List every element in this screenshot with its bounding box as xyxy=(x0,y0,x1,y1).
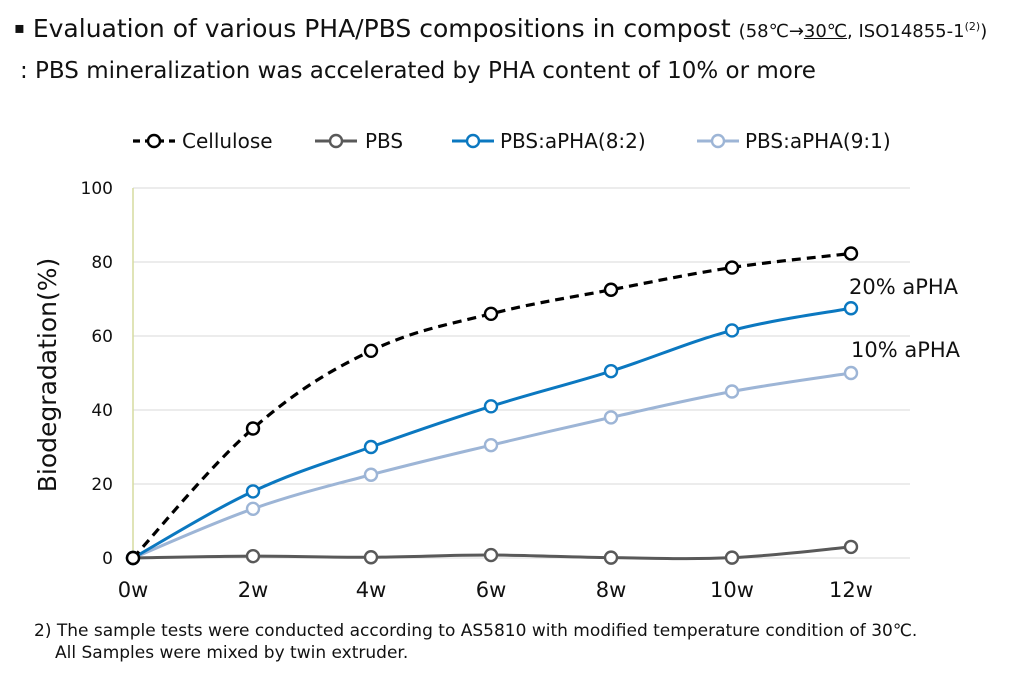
legend: Cellulose PBS PBS:aPHA(8:2) PBS:aPHA(9:1) xyxy=(133,129,891,153)
series-line-apha-8-2 xyxy=(132,306,852,560)
data-point-apha-8-2 xyxy=(245,484,261,499)
data-point-cellulose xyxy=(603,282,619,297)
data-point-cellulose xyxy=(363,343,379,358)
x-tick-label: 12w xyxy=(829,578,873,602)
bullet-icon: ▪ xyxy=(14,18,25,37)
y-tick-label: 20 xyxy=(91,475,113,495)
data-point-apha-9-1 xyxy=(603,410,619,425)
annotation-10-apha: 10% aPHA xyxy=(851,338,961,362)
data-point-cellulose xyxy=(843,246,859,261)
data-point-pbs xyxy=(483,547,499,563)
legend-marker-cellulose xyxy=(146,133,162,149)
subtitle: : PBS mineralization was accelerated by … xyxy=(20,58,816,84)
slide-title: ▪ Evaluation of various PHA/PBS compositi… xyxy=(14,14,987,43)
data-point-pbs xyxy=(603,550,619,565)
legend-marker-apha-9-1 xyxy=(710,133,726,149)
x-tick-label: 2w xyxy=(238,578,269,602)
x-tick-label: 6w xyxy=(476,578,507,602)
data-point-apha-8-2 xyxy=(843,301,859,316)
x-tick-label: 0w xyxy=(118,578,149,602)
title-conditions: (58℃→30℃, ISO14855-1(2)) xyxy=(738,20,988,42)
legend-label-pbs: PBS xyxy=(365,129,403,153)
y-tick-label: 60 xyxy=(91,327,113,347)
legend-marker-pbs xyxy=(328,133,344,149)
data-point-apha-8-2 xyxy=(483,399,499,414)
data-point-pbs xyxy=(363,550,379,565)
data-point-apha-8-2 xyxy=(363,439,379,455)
y-tick-label: 0 xyxy=(102,549,113,569)
legend-marker-apha-8-2 xyxy=(465,133,481,149)
y-axis-label: Biodegradation(%) xyxy=(33,258,62,492)
x-tick-label: 4w xyxy=(356,578,387,602)
y-tick-label: 80 xyxy=(91,253,113,273)
y-tick-label: 40 xyxy=(91,401,113,421)
legend-label-apha-8-2: PBS:aPHA(8:2) xyxy=(500,129,646,153)
legend-label-apha-9-1: PBS:aPHA(9:1) xyxy=(745,129,891,153)
x-tick-label: 8w xyxy=(596,578,627,602)
data-point-apha-8-2 xyxy=(603,363,619,379)
data-point-pbs xyxy=(843,539,859,555)
annotation-20-apha: 20% aPHA xyxy=(849,275,959,299)
data-point-cellulose xyxy=(724,260,740,275)
data-point-cellulose xyxy=(125,550,141,566)
data-point-apha-9-1 xyxy=(483,437,499,453)
footnote: 2) The sample tests were conducted accor… xyxy=(34,620,917,664)
data-point-apha-9-1 xyxy=(363,467,379,482)
data-point-cellulose xyxy=(245,421,261,436)
axes: 0 20 40 60 80 100 0w 2w 4w 6w 8w 10w 12w xyxy=(81,179,873,602)
legend-label-cellulose: Cellulose xyxy=(182,129,273,153)
data-point-pbs xyxy=(245,548,261,564)
data-point-apha-8-2 xyxy=(724,323,740,338)
x-tick-label: 10w xyxy=(710,578,754,602)
footnote-line-1: 2) The sample tests were conducted accor… xyxy=(34,621,918,641)
data-point-apha-9-1 xyxy=(843,365,859,381)
series xyxy=(125,246,859,566)
footnote-line-2: All Samples were mixed by twin extruder. xyxy=(55,643,409,663)
title-text: Evaluation of various PHA/PBS compositio… xyxy=(32,14,731,43)
data-point-pbs xyxy=(724,550,740,565)
data-point-apha-9-1 xyxy=(245,501,261,516)
y-tick-label: 100 xyxy=(81,179,113,199)
data-point-apha-9-1 xyxy=(724,384,740,399)
data-point-cellulose xyxy=(483,306,499,321)
